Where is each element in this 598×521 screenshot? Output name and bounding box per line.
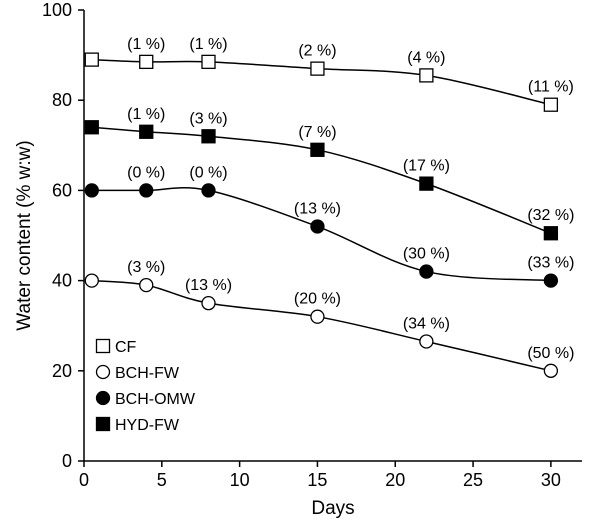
marker-cf (202, 55, 215, 68)
x-tick-label: 5 (157, 470, 167, 490)
annotation-bch-omw: (33 %) (527, 255, 574, 272)
x-tick-label: 10 (230, 470, 250, 490)
marker-hyd-fw (420, 177, 433, 190)
legend-label-hyd-fw: HYD-FW (115, 417, 180, 434)
annotation-hyd-fw: (1 %) (127, 106, 165, 123)
marker-cf (420, 69, 433, 82)
marker-hyd-fw (202, 130, 215, 143)
annotation-bch-omw: (0 %) (127, 164, 165, 181)
marker-bch-omw (311, 220, 324, 233)
annotation-bch-omw: (0 %) (189, 164, 227, 181)
y-tick-label: 80 (52, 90, 72, 110)
legend-label-bch-omw: BCH-OMW (115, 391, 196, 408)
marker-hyd-fw (140, 125, 153, 138)
marker-bch-fw (544, 364, 557, 377)
marker-cf (85, 53, 98, 66)
marker-bch-fw (420, 335, 433, 348)
annotation-hyd-fw: (32 %) (527, 207, 574, 224)
y-tick-label: 40 (52, 271, 72, 291)
annotation-hyd-fw: (3 %) (189, 110, 227, 127)
marker-bch-omw (202, 184, 215, 197)
marker-bch-omw (140, 184, 153, 197)
y-axis-title: Water content (% w:w) (14, 140, 35, 330)
annotation-bch-omw: (30 %) (403, 246, 450, 263)
annotation-bch-fw: (13 %) (185, 277, 232, 294)
annotation-cf: (11 %) (528, 79, 574, 96)
legend-marker-cf (97, 340, 110, 353)
annotation-hyd-fw: (17 %) (403, 158, 450, 175)
x-tick-label: 20 (385, 470, 405, 490)
x-axis-title: Days (311, 498, 354, 519)
annotation-bch-fw: (20 %) (294, 291, 341, 308)
annotation-cf: (2 %) (298, 43, 336, 60)
marker-bch-fw (202, 297, 215, 310)
marker-cf (311, 62, 324, 75)
annotation-bch-fw: (50 %) (527, 345, 574, 362)
y-tick-label: 0 (62, 451, 72, 471)
annotation-cf: (1 %) (127, 36, 165, 53)
x-tick-label: 15 (307, 470, 327, 490)
y-tick-label: 60 (52, 180, 72, 200)
legend-marker-bch-omw (97, 392, 110, 405)
annotation-cf: (4 %) (407, 49, 445, 66)
x-tick-label: 0 (79, 470, 89, 490)
annotation-bch-fw: (34 %) (403, 315, 450, 332)
legend-marker-bch-fw (97, 366, 110, 379)
legend: CF BCH-FW BCH-OMW HYD-FW (97, 339, 196, 434)
legend-marker-hyd-fw (97, 418, 110, 431)
annotation-bch-omw: (13 %) (294, 200, 341, 217)
marker-cf (544, 98, 557, 111)
marker-bch-omw (544, 274, 557, 287)
legend-label-cf: CF (115, 339, 137, 356)
annotation-cf: (1 %) (189, 36, 227, 53)
annotation-bch-fw: (3 %) (127, 259, 165, 276)
legend-label-bch-fw: BCH-FW (115, 365, 180, 382)
marker-bch-fw (311, 310, 324, 323)
marker-hyd-fw (311, 143, 324, 156)
x-tick-label: 25 (463, 470, 483, 490)
x-tick-label: 30 (541, 470, 561, 490)
marker-bch-fw (85, 274, 98, 287)
marker-cf (140, 55, 153, 68)
marker-hyd-fw (544, 227, 557, 240)
marker-hyd-fw (85, 121, 98, 134)
percent-annotations: (1 %) (1 %) (2 %) (4 %) (11 %) (3 %) (13 %) (20… (127, 36, 574, 362)
marker-bch-omw (420, 265, 433, 278)
marker-bch-fw (140, 279, 153, 292)
y-tick-label: 100 (42, 0, 72, 20)
annotation-hyd-fw: (7 %) (298, 124, 336, 141)
marker-bch-omw (85, 184, 98, 197)
y-tick-label: 20 (52, 361, 72, 381)
